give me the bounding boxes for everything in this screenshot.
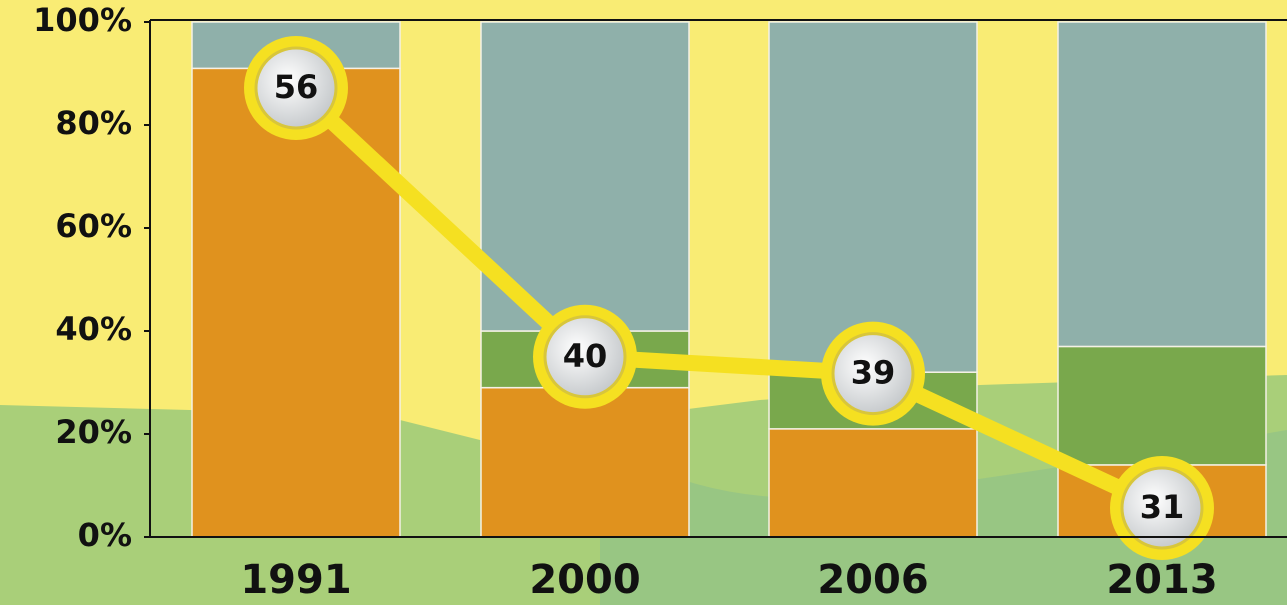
coin-face [543, 315, 627, 399]
y-tick-label: 40% [55, 310, 132, 348]
y-tick-label: 20% [55, 413, 132, 451]
bar-segment [768, 21, 978, 373]
coin-face [1120, 466, 1204, 550]
coin-face [254, 46, 338, 130]
coin-label: 56 [274, 68, 319, 106]
coin-label: 40 [563, 337, 608, 375]
bar-segment [1057, 345, 1267, 466]
bar-segment [1057, 21, 1267, 348]
coin-label: 31 [1140, 488, 1185, 526]
coin-face [831, 332, 915, 416]
y-tick-label: 80% [55, 104, 132, 142]
plot-area: 0% 20% 40% 60% 80% 100% 1991 2000 2006 2013 56 40 39… [33, 1, 1267, 603]
x-tick-label: 2000 [529, 557, 640, 603]
bar-segment [480, 21, 690, 332]
coin-label: 39 [851, 354, 896, 392]
x-tick-label: 2013 [1106, 557, 1217, 603]
axis-frame [149, 19, 1287, 538]
y-tick-label: 100% [33, 1, 132, 39]
y-tick-label: 60% [55, 207, 132, 245]
x-tick-label: 2006 [817, 557, 928, 603]
bar-segment [768, 428, 978, 538]
x-tick-label: 1991 [240, 557, 351, 603]
trend-line [290, 82, 1166, 516]
bar-segment [480, 386, 690, 538]
y-tick-label: 0% [78, 516, 132, 554]
